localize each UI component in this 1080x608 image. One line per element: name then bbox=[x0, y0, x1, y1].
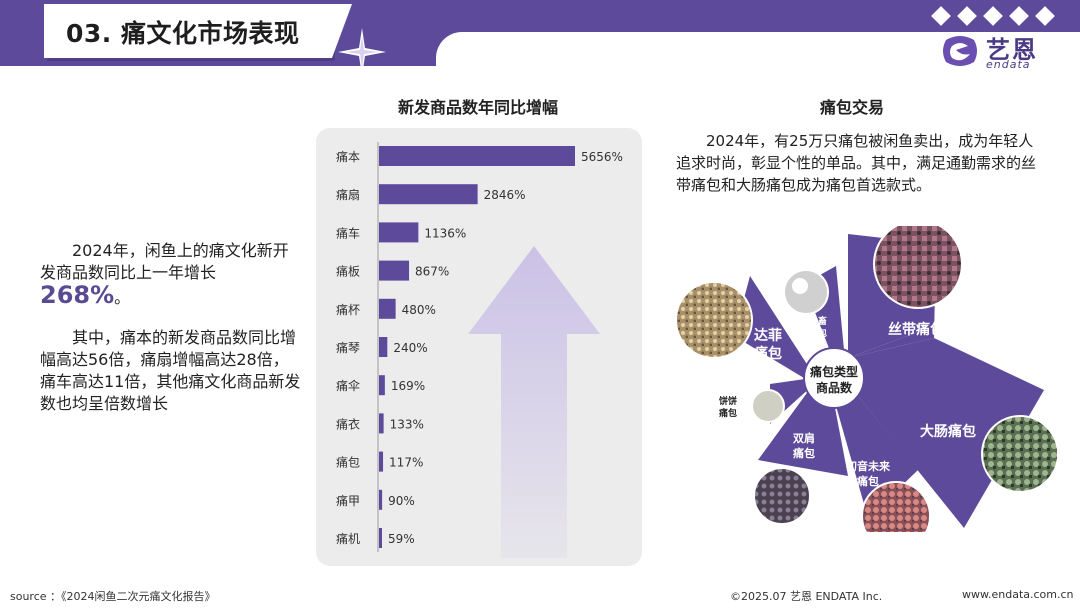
center-label-2: 商品数 bbox=[816, 380, 853, 395]
value-label: 117% bbox=[389, 456, 423, 470]
footer-copyright: ©2025.07 艺恩 ENDATA Inc. bbox=[730, 590, 883, 603]
summary-end: 。 bbox=[114, 288, 131, 307]
bar bbox=[379, 337, 388, 357]
category-label: 痛包 bbox=[336, 455, 360, 470]
bar bbox=[379, 184, 478, 205]
duffy-bag-photo bbox=[675, 281, 753, 359]
shechu-bag-label-1: 社畜 bbox=[808, 315, 827, 327]
cookie-bag-photo bbox=[751, 389, 785, 423]
page-title: 03. 痛文化市场表现 bbox=[66, 19, 300, 48]
summary-paragraph-1: 2024年，闲鱼上的痛文化新开发商品数同比上一年增长268%。 bbox=[40, 240, 302, 309]
miku-bag-photo bbox=[861, 481, 931, 532]
value-label: 2846% bbox=[484, 188, 526, 202]
endata-logo: 艺恩 endata bbox=[940, 30, 1060, 74]
logo-mark-icon bbox=[943, 36, 977, 66]
duffy-bag-label-2: 痛包 bbox=[753, 345, 782, 362]
footer-url[interactable]: www.endata.com.cn bbox=[962, 588, 1074, 601]
segment-dachang-bag bbox=[848, 338, 1044, 528]
bar bbox=[379, 222, 419, 243]
diamond-icon bbox=[1035, 6, 1055, 26]
miku-bag-label-2: 痛包 bbox=[856, 474, 879, 488]
bag-section-title: 痛包交易 bbox=[819, 98, 884, 117]
category-label: 痛车 bbox=[336, 225, 360, 240]
logo-subtext: endata bbox=[986, 58, 1031, 71]
chart-title: 新发商品数年同比增幅 bbox=[397, 98, 558, 117]
category-label: 痛甲 bbox=[336, 493, 360, 508]
growth-highlight: 268% bbox=[40, 281, 115, 309]
backpack-bag-label-2: 痛包 bbox=[792, 446, 815, 460]
shechu-photo-highlight bbox=[792, 278, 808, 294]
value-label: 5656% bbox=[581, 150, 623, 164]
bar bbox=[379, 260, 410, 281]
logo-text: 艺恩 bbox=[986, 36, 1038, 64]
bar bbox=[379, 413, 384, 434]
value-label: 59% bbox=[388, 532, 415, 546]
category-label: 痛琴 bbox=[336, 340, 360, 355]
center-label-1: 痛包类型 bbox=[809, 364, 858, 379]
category-label: 痛板 bbox=[336, 264, 360, 279]
diamond-icon bbox=[1009, 6, 1029, 26]
shechu-bag-photo bbox=[783, 269, 829, 315]
chart-panel bbox=[316, 128, 642, 566]
category-label: 痛衣 bbox=[336, 416, 360, 431]
value-label: 480% bbox=[402, 303, 436, 317]
bar bbox=[379, 528, 382, 548]
bar bbox=[379, 146, 575, 166]
bar-chart: 痛本 5656% 痛扇 2846% 痛车 1136% 痛板 867% 痛杯 480% 痛琴 240% 痛… bbox=[336, 142, 623, 558]
cookie-bag-label-1: 饼饼 bbox=[719, 395, 737, 407]
diamond-icon bbox=[957, 6, 977, 26]
growth-arrow-icon bbox=[468, 246, 600, 558]
category-label: 痛本 bbox=[336, 149, 360, 164]
bar bbox=[379, 451, 384, 472]
ribbon-bag-photo bbox=[873, 226, 963, 309]
decor-diamonds bbox=[931, 6, 1055, 26]
dachang-bag-photo bbox=[981, 415, 1059, 493]
value-label: 90% bbox=[388, 494, 415, 508]
value-label: 133% bbox=[390, 417, 424, 431]
value-label: 1136% bbox=[424, 226, 466, 240]
title-box: 03. 痛文化市场表现 bbox=[44, 4, 352, 58]
diamond-icon bbox=[983, 6, 1003, 26]
category-label: 痛杯 bbox=[336, 302, 360, 317]
duffy-bag-label-1: 达菲 bbox=[754, 327, 782, 344]
category-label: 痛伞 bbox=[336, 378, 360, 393]
footer-source: source ：《2024闲鱼二次元痛文化报告》 bbox=[10, 590, 216, 603]
bar bbox=[379, 489, 383, 510]
summary-text: 2024年，闲鱼上的痛文化新开发商品数同比上一年增长 bbox=[40, 241, 289, 282]
backpack-bag-label-1: 双肩 bbox=[793, 431, 815, 445]
dachang-bag-label: 大肠痛包 bbox=[920, 423, 976, 440]
sparkle-icon bbox=[338, 28, 386, 76]
segment-backpack-bag bbox=[758, 386, 848, 476]
diamond-icon bbox=[931, 6, 951, 26]
value-label: 240% bbox=[393, 341, 427, 355]
value-label: 169% bbox=[391, 379, 425, 393]
category-label: 痛机 bbox=[336, 531, 360, 546]
shechu-bag-label-2: 痛包 bbox=[808, 327, 827, 339]
bag-description: 2024年，有25万只痛包被闲鱼卖出，成为年轻人追求时尚，彰显个性的单品。其中，… bbox=[676, 132, 1037, 194]
category-label: 痛扇 bbox=[336, 187, 360, 202]
segment-duffy-bag bbox=[734, 276, 812, 378]
ribbon-bag-label: 丝带痛包 bbox=[888, 321, 944, 338]
miku-bag-label-1: 初音未来 bbox=[846, 459, 891, 473]
bag-type-diagram: 痛包类型 商品数 丝带痛包 大肠痛包 初音未来 痛包 双肩 痛包 饼饼 痛包 达… bbox=[675, 226, 1059, 532]
cookie-bag-label-2: 痛包 bbox=[718, 407, 737, 419]
backpack-bag-photo bbox=[753, 467, 811, 525]
center-circle bbox=[803, 347, 865, 409]
bar bbox=[379, 375, 385, 396]
summary-paragraph-2: 其中，痛本的新发商品数同比增幅高达56倍，痛扇增幅高达28倍，痛车高达11倍，其… bbox=[40, 328, 301, 413]
value-label: 867% bbox=[415, 265, 449, 279]
left-summary: 2024年，闲鱼上的痛文化新开发商品数同比上一年增长268%。 其中，痛本的新发… bbox=[40, 240, 302, 415]
bar bbox=[379, 298, 396, 319]
